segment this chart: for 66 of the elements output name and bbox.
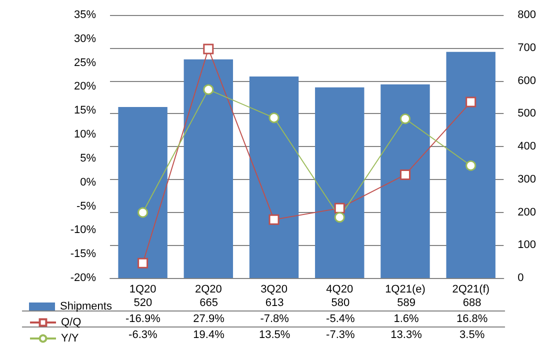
point <box>268 112 280 124</box>
data-label: 688 <box>462 297 482 309</box>
y2-tick-label: 800 <box>518 9 536 21</box>
y2-tick-label: 500 <box>518 108 536 120</box>
point <box>334 202 345 214</box>
point <box>138 207 148 218</box>
bar <box>184 59 234 278</box>
data-label: -16.9% <box>125 313 161 325</box>
y2-tick-label: 100 <box>518 239 536 252</box>
data-label: -7.8% <box>260 313 290 325</box>
bar <box>380 84 430 278</box>
y-tick-label: 30% <box>74 32 96 45</box>
data-label: 580 <box>331 297 350 309</box>
data-label: 589 <box>397 297 416 309</box>
y-tick-label: -15% <box>70 248 96 260</box>
bar <box>249 76 299 278</box>
data-label: 13.5% <box>258 329 290 341</box>
data-label: 613 <box>265 297 284 309</box>
data-label: 520 <box>134 297 152 309</box>
data-label: -7.3% <box>326 329 355 341</box>
data-label: 19.4% <box>193 329 225 341</box>
y2-tick-label: 200 <box>518 206 536 218</box>
y-tick-label: 10% <box>74 128 96 141</box>
y2-tick-label: 400 <box>518 140 536 152</box>
data-label: 1.6% <box>394 313 419 325</box>
x-tick-label: 2Q21(f) <box>452 284 490 296</box>
point <box>334 212 345 223</box>
y-tick-label: -20% <box>70 272 96 284</box>
data-label: 27.9% <box>193 313 225 325</box>
data-label: 665 <box>200 297 218 309</box>
legend-label: Y/Y <box>61 332 80 344</box>
legend-label: Shipments <box>60 300 112 312</box>
data-label: -5.4% <box>326 313 355 325</box>
x-tick-label: 1Q20 <box>129 284 156 296</box>
x-tick-label: 4Q20 <box>326 284 354 296</box>
y-tick-label: 5% <box>80 152 96 164</box>
x-tick-label: 1Q21(e) <box>385 284 426 296</box>
y-tick-label: -5% <box>76 200 96 212</box>
y-tick-label: 0% <box>80 176 96 188</box>
y-tick-label: 15% <box>74 104 96 117</box>
y2-tick-label: 600 <box>518 74 536 87</box>
y-tick-label: -10% <box>70 224 96 236</box>
point <box>203 44 214 54</box>
y2-tick-label: 300 <box>518 173 536 186</box>
x-tick-label: 3Q20 <box>260 284 288 296</box>
data-label: 16.8% <box>456 313 488 325</box>
point <box>466 96 476 108</box>
point <box>466 160 476 171</box>
data-label: 3.5% <box>460 329 485 341</box>
y-tick-label: 35% <box>74 9 96 21</box>
y2-tick-label: 700 <box>518 42 536 54</box>
point <box>268 214 280 225</box>
bar <box>118 107 168 278</box>
y-tick-label: 25% <box>74 56 96 69</box>
point <box>400 169 410 180</box>
legend-label: Q/Q <box>61 316 82 328</box>
x-tick-label: 2Q20 <box>194 284 222 296</box>
y2-tick-label: 0 <box>518 272 524 284</box>
data-label: -6.3% <box>128 329 158 341</box>
bar <box>446 52 496 278</box>
y-tick-label: 20% <box>74 80 96 93</box>
point <box>138 258 148 268</box>
bar <box>315 87 364 278</box>
data-label: 13.3% <box>390 329 422 341</box>
point <box>203 84 214 95</box>
point <box>400 114 410 124</box>
